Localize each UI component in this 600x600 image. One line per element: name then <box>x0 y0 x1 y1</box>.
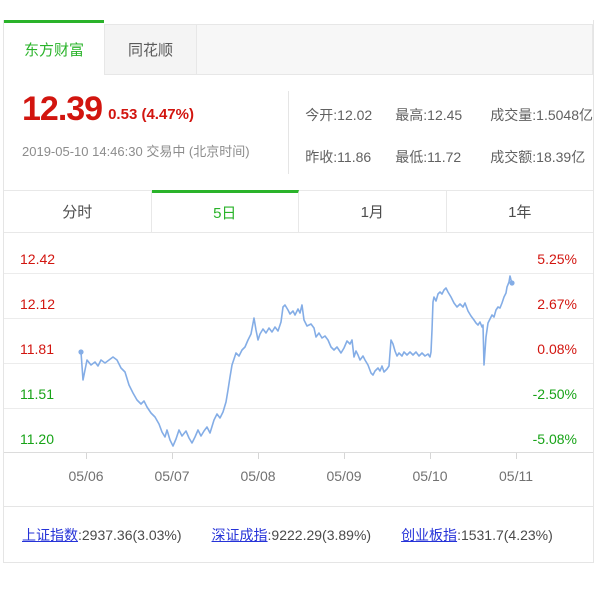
source-tabs: 东方财富 同花顺 <box>4 20 593 75</box>
quote-stats-block: 今开:12.02 最高:12.45 成交量:1.5048亿 昨收:11.86 最… <box>288 91 593 174</box>
x-axis-tick <box>258 453 259 459</box>
source-tab-filler <box>197 25 592 74</box>
index-shanghai-value: 2937.36(3.03%) <box>81 526 182 543</box>
stat-high: 最高:12.45 <box>395 105 490 125</box>
stat-prev-close-value: 11.86 <box>337 149 372 165</box>
stat-high-label: 最高: <box>395 107 428 123</box>
price-chart: 12.42 12.12 11.81 11.51 11.20 5.25% 2.67… <box>4 233 593 453</box>
index-chinext: 创业板指:1531.7(4.23%) <box>401 525 553 545</box>
gridline <box>4 363 593 364</box>
stat-open-label: 今开: <box>305 107 338 123</box>
index-shanghai-link[interactable]: 上证指数 <box>22 526 78 543</box>
stat-low-label: 最低: <box>395 149 428 165</box>
source-tab-strip: 同花顺 <box>104 24 593 75</box>
index-shenzhen-value: 9222.29(3.89%) <box>271 526 372 543</box>
stock-quote-widget: 东方财富 同花顺 12.39 0.53 (4.47%) 2019-05-10 1… <box>3 20 594 563</box>
stat-open: 今开:12.02 <box>305 105 395 125</box>
index-shenzhen: 深证成指:9222.29(3.89%) <box>212 525 372 545</box>
x-axis-tick <box>172 453 173 459</box>
tab-1year[interactable]: 1年 <box>446 190 593 232</box>
x-axis-date-label: 05/09 <box>326 468 362 484</box>
y-axis-price-label: 11.51 <box>20 386 54 402</box>
stats-row-1: 今开:12.02 最高:12.45 成交量:1.5048亿 <box>305 105 593 125</box>
x-axis-date-label: 05/10 <box>412 468 448 484</box>
y-axis-percent-label: 5.25% <box>537 251 577 267</box>
gridline <box>4 318 593 319</box>
index-links-bar: 上证指数:2937.36(3.03%) 深证成指:9222.29(3.89%) … <box>4 506 593 563</box>
gridline <box>4 408 593 409</box>
price-change: 0.53 (4.47%) <box>108 106 194 123</box>
x-axis-date-label: 05/06 <box>68 468 104 484</box>
stat-prev-close: 昨收:11.86 <box>305 147 395 167</box>
tab-5day[interactable]: 5日 <box>151 190 299 232</box>
quote-timestamp: 2019-05-10 14:46:30 交易中 (北京时间) <box>22 144 250 159</box>
y-axis-price-label: 11.20 <box>20 431 54 447</box>
tab-1month[interactable]: 1月 <box>299 190 447 232</box>
y-axis-percent-label: -2.50% <box>532 386 577 402</box>
tab-tonghuashun[interactable]: 同花顺 <box>105 25 197 74</box>
x-axis-tick <box>86 453 87 459</box>
stat-turnover: 成交额:18.39亿 <box>490 147 585 167</box>
stat-volume: 成交量:1.5048亿 <box>490 105 593 125</box>
period-tabs: 分时 5日 1月 1年 <box>4 190 593 233</box>
quote-price-block: 12.39 0.53 (4.47%) 2019-05-10 14:46:30 交… <box>4 75 288 190</box>
y-axis-percent-label: -5.08% <box>532 431 577 447</box>
tab-minute[interactable]: 分时 <box>4 190 152 232</box>
price-line-svg <box>78 275 515 447</box>
y-axis-percent-label: 0.08% <box>537 341 577 357</box>
stat-prev-close-label: 昨收: <box>305 149 338 165</box>
index-sep: : <box>457 526 461 543</box>
y-axis-price-label: 11.81 <box>20 341 54 357</box>
stat-turnover-label: 成交额: <box>490 149 537 165</box>
x-axis-date-label: 05/08 <box>240 468 276 484</box>
x-axis-date-label: 05/07 <box>154 468 190 484</box>
gridline <box>4 273 593 274</box>
y-axis-price-label: 12.42 <box>20 251 56 267</box>
stat-low-value: 11.72 <box>427 149 462 165</box>
stat-turnover-value: 18.39亿 <box>536 149 586 165</box>
stat-volume-label: 成交量: <box>490 107 537 123</box>
index-shanghai: 上证指数:2937.36(3.03%) <box>22 525 182 545</box>
quote-header: 12.39 0.53 (4.47%) 2019-05-10 14:46:30 交… <box>4 75 593 190</box>
stat-open-value: 12.02 <box>337 107 373 123</box>
x-axis: 05/06 05/07 05/08 05/09 05/10 05/11 <box>4 453 593 506</box>
x-axis-tick <box>516 453 517 459</box>
stat-volume-value: 1.5048亿 <box>536 107 593 123</box>
y-axis-price-label: 12.12 <box>20 296 56 312</box>
index-chinext-value: 1531.7(4.23%) <box>460 526 553 543</box>
index-chinext-link[interactable]: 创业板指 <box>401 526 458 543</box>
index-sep: : <box>78 526 82 543</box>
stat-high-value: 12.45 <box>427 107 463 123</box>
stat-low: 最低:11.72 <box>395 147 490 167</box>
x-axis-tick <box>344 453 345 459</box>
y-axis-percent-label: 2.67% <box>537 296 577 312</box>
x-axis-tick <box>430 453 431 459</box>
index-sep: : <box>267 526 272 543</box>
x-axis-date-label: 05/11 <box>499 468 533 484</box>
index-shenzhen-link[interactable]: 深证成指 <box>211 526 268 543</box>
last-price: 12.39 <box>22 90 103 128</box>
tab-eastmoney[interactable]: 东方财富 <box>4 20 104 75</box>
stats-row-2: 昨收:11.86 最低:11.72 成交额:18.39亿 <box>305 147 593 167</box>
